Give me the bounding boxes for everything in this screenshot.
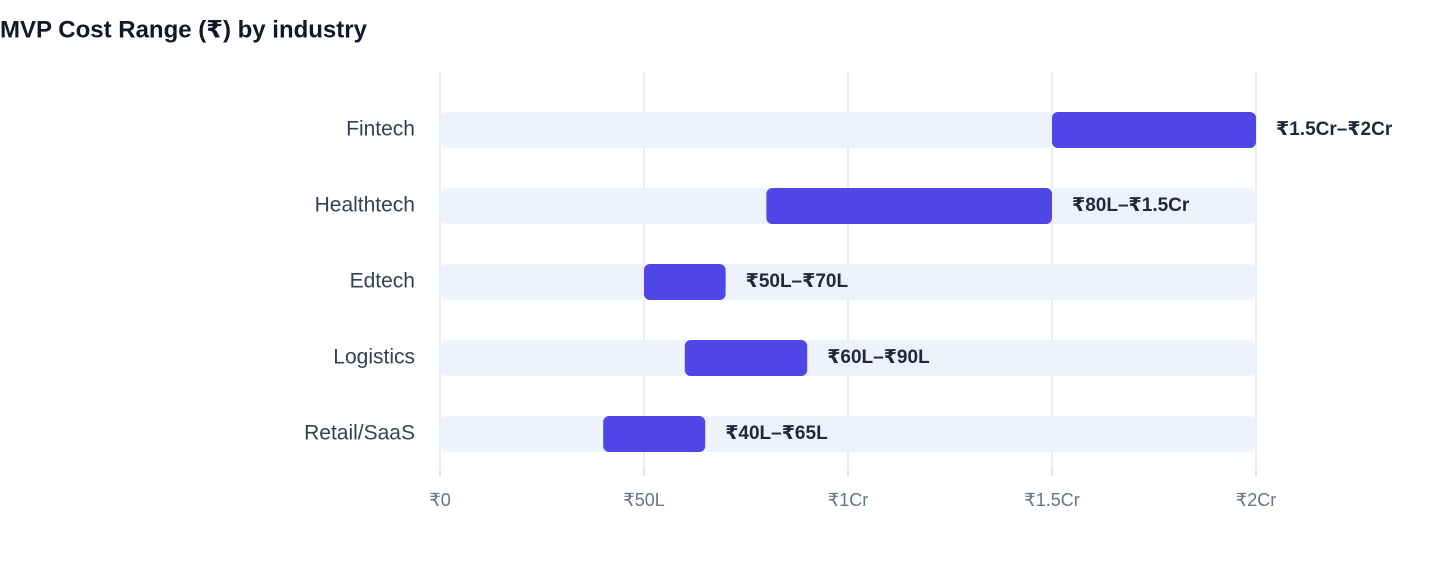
bar: [1052, 112, 1256, 148]
bar: [684, 340, 808, 376]
x-tick-label: ₹1.5Cr: [1024, 490, 1079, 510]
y-tick-label: Fintech: [346, 118, 415, 141]
x-tick-label: ₹50L: [623, 490, 664, 510]
track: [440, 416, 1256, 452]
value-label: ₹1.5Cr–₹2Cr: [1276, 119, 1393, 140]
chart-title: MVP Cost Range (₹) by industry: [0, 16, 368, 43]
value-label: ₹40L–₹65L: [725, 423, 828, 444]
value-label: ₹50L–₹70L: [746, 271, 849, 292]
y-tick-label: Healthtech: [315, 194, 415, 217]
track: [440, 340, 1256, 376]
bar: [644, 264, 726, 300]
y-tick-label: Retail/SaaS: [304, 422, 415, 445]
value-label: ₹80L–₹1.5Cr: [1072, 195, 1190, 216]
bar: [766, 188, 1052, 224]
bar: [603, 416, 706, 452]
value-label: ₹60L–₹90L: [827, 347, 930, 368]
x-tick-label: ₹0: [429, 490, 450, 510]
x-tick-label: ₹2Cr: [1236, 490, 1276, 510]
y-tick-label: Logistics: [333, 346, 415, 369]
y-tick-label: Edtech: [350, 270, 415, 293]
x-tick-label: ₹1Cr: [828, 490, 868, 510]
